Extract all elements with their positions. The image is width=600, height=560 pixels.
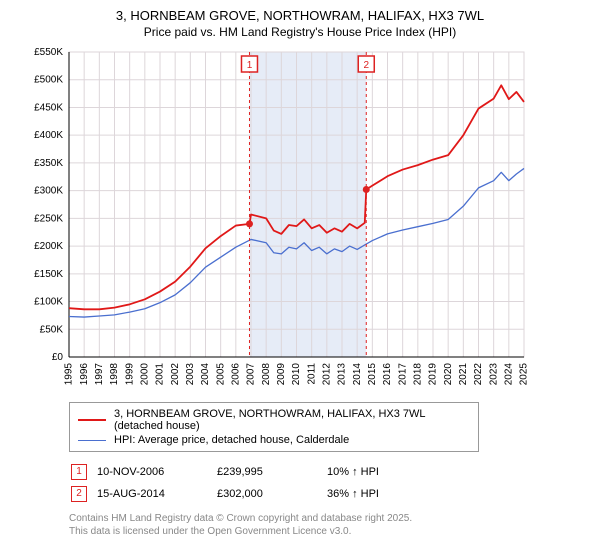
svg-text:2017: 2017 [397,363,408,386]
svg-text:2002: 2002 [170,363,181,386]
svg-text:2010: 2010 [291,363,302,386]
legend-swatch [78,419,106,421]
svg-text:2013: 2013 [337,363,348,386]
marker-badge: 1 [71,464,87,480]
page-title-line2: Price paid vs. HM Land Registry's House … [14,25,586,39]
svg-text:£250K: £250K [34,213,63,224]
footer-line: This data is licensed under the Open Gov… [69,525,586,538]
marker-delta: 36% ↑ HPI [327,484,387,504]
svg-text:1998: 1998 [109,363,120,386]
page-title-line1: 3, HORNBEAM GROVE, NORTHOWRAM, HALIFAX, … [14,8,586,23]
svg-text:2: 2 [363,60,369,71]
svg-text:2018: 2018 [412,363,423,386]
svg-text:£0: £0 [52,352,64,363]
svg-text:1996: 1996 [79,363,90,386]
svg-text:£50K: £50K [40,324,64,335]
svg-text:£500K: £500K [34,75,63,86]
svg-text:1: 1 [247,60,253,71]
marker-price: £302,000 [217,484,325,504]
svg-text:£550K: £550K [34,47,63,58]
svg-text:£350K: £350K [34,158,63,169]
marker-delta: 10% ↑ HPI [327,462,387,482]
marker-date: 10-NOV-2006 [97,462,215,482]
footer: Contains HM Land Registry data © Crown c… [69,512,586,538]
svg-text:2008: 2008 [261,363,272,386]
legend-swatch [78,440,106,441]
marker-table: 1 10-NOV-2006 £239,995 10% ↑ HPI 2 15-AU… [69,460,389,506]
marker-badge: 2 [71,486,87,502]
svg-text:2005: 2005 [215,363,226,386]
marker-row: 1 10-NOV-2006 £239,995 10% ↑ HPI [71,462,387,482]
svg-text:1997: 1997 [94,363,105,386]
footer-line: Contains HM Land Registry data © Crown c… [69,512,586,525]
svg-text:2016: 2016 [382,363,393,386]
legend-label: 3, HORNBEAM GROVE, NORTHOWRAM, HALIFAX, … [114,408,470,432]
marker-row: 2 15-AUG-2014 £302,000 36% ↑ HPI [71,484,387,504]
marker-price: £239,995 [217,462,325,482]
svg-text:£100K: £100K [34,297,63,308]
svg-text:2003: 2003 [185,363,196,386]
svg-text:2019: 2019 [428,363,439,386]
chart-svg: £0 £50K £100K £150K £200K £250K £300K £350K £400… [14,47,534,387]
svg-text:£300K: £300K [34,186,63,197]
svg-text:2023: 2023 [488,363,499,386]
svg-text:2021: 2021 [458,363,469,386]
svg-text:£150K: £150K [34,269,63,280]
svg-text:£200K: £200K [34,241,63,252]
svg-text:2006: 2006 [230,363,241,386]
price-chart: £0 £50K £100K £150K £200K £250K £300K £350K £400… [14,47,586,392]
svg-text:2001: 2001 [155,363,166,386]
svg-text:1995: 1995 [64,363,75,386]
svg-text:2014: 2014 [352,363,363,386]
legend: 3, HORNBEAM GROVE, NORTHOWRAM, HALIFAX, … [69,402,479,452]
svg-text:2007: 2007 [246,363,257,386]
legend-item: HPI: Average price, detached house, Cald… [78,433,470,447]
svg-text:£400K: £400K [34,130,63,141]
svg-text:2004: 2004 [200,363,211,386]
svg-text:£450K: £450K [34,102,63,113]
svg-text:2025: 2025 [519,363,530,386]
svg-text:2000: 2000 [139,363,150,386]
svg-text:2015: 2015 [367,363,378,386]
svg-text:2009: 2009 [276,363,287,386]
svg-text:2024: 2024 [503,363,514,386]
svg-text:1999: 1999 [124,363,135,386]
svg-text:2011: 2011 [306,363,317,385]
legend-item: 3, HORNBEAM GROVE, NORTHOWRAM, HALIFAX, … [78,407,470,433]
svg-text:2022: 2022 [473,363,484,386]
legend-label: HPI: Average price, detached house, Cald… [114,434,349,446]
svg-text:2012: 2012 [321,363,332,386]
svg-text:2020: 2020 [443,363,454,386]
marker-date: 15-AUG-2014 [97,484,215,504]
